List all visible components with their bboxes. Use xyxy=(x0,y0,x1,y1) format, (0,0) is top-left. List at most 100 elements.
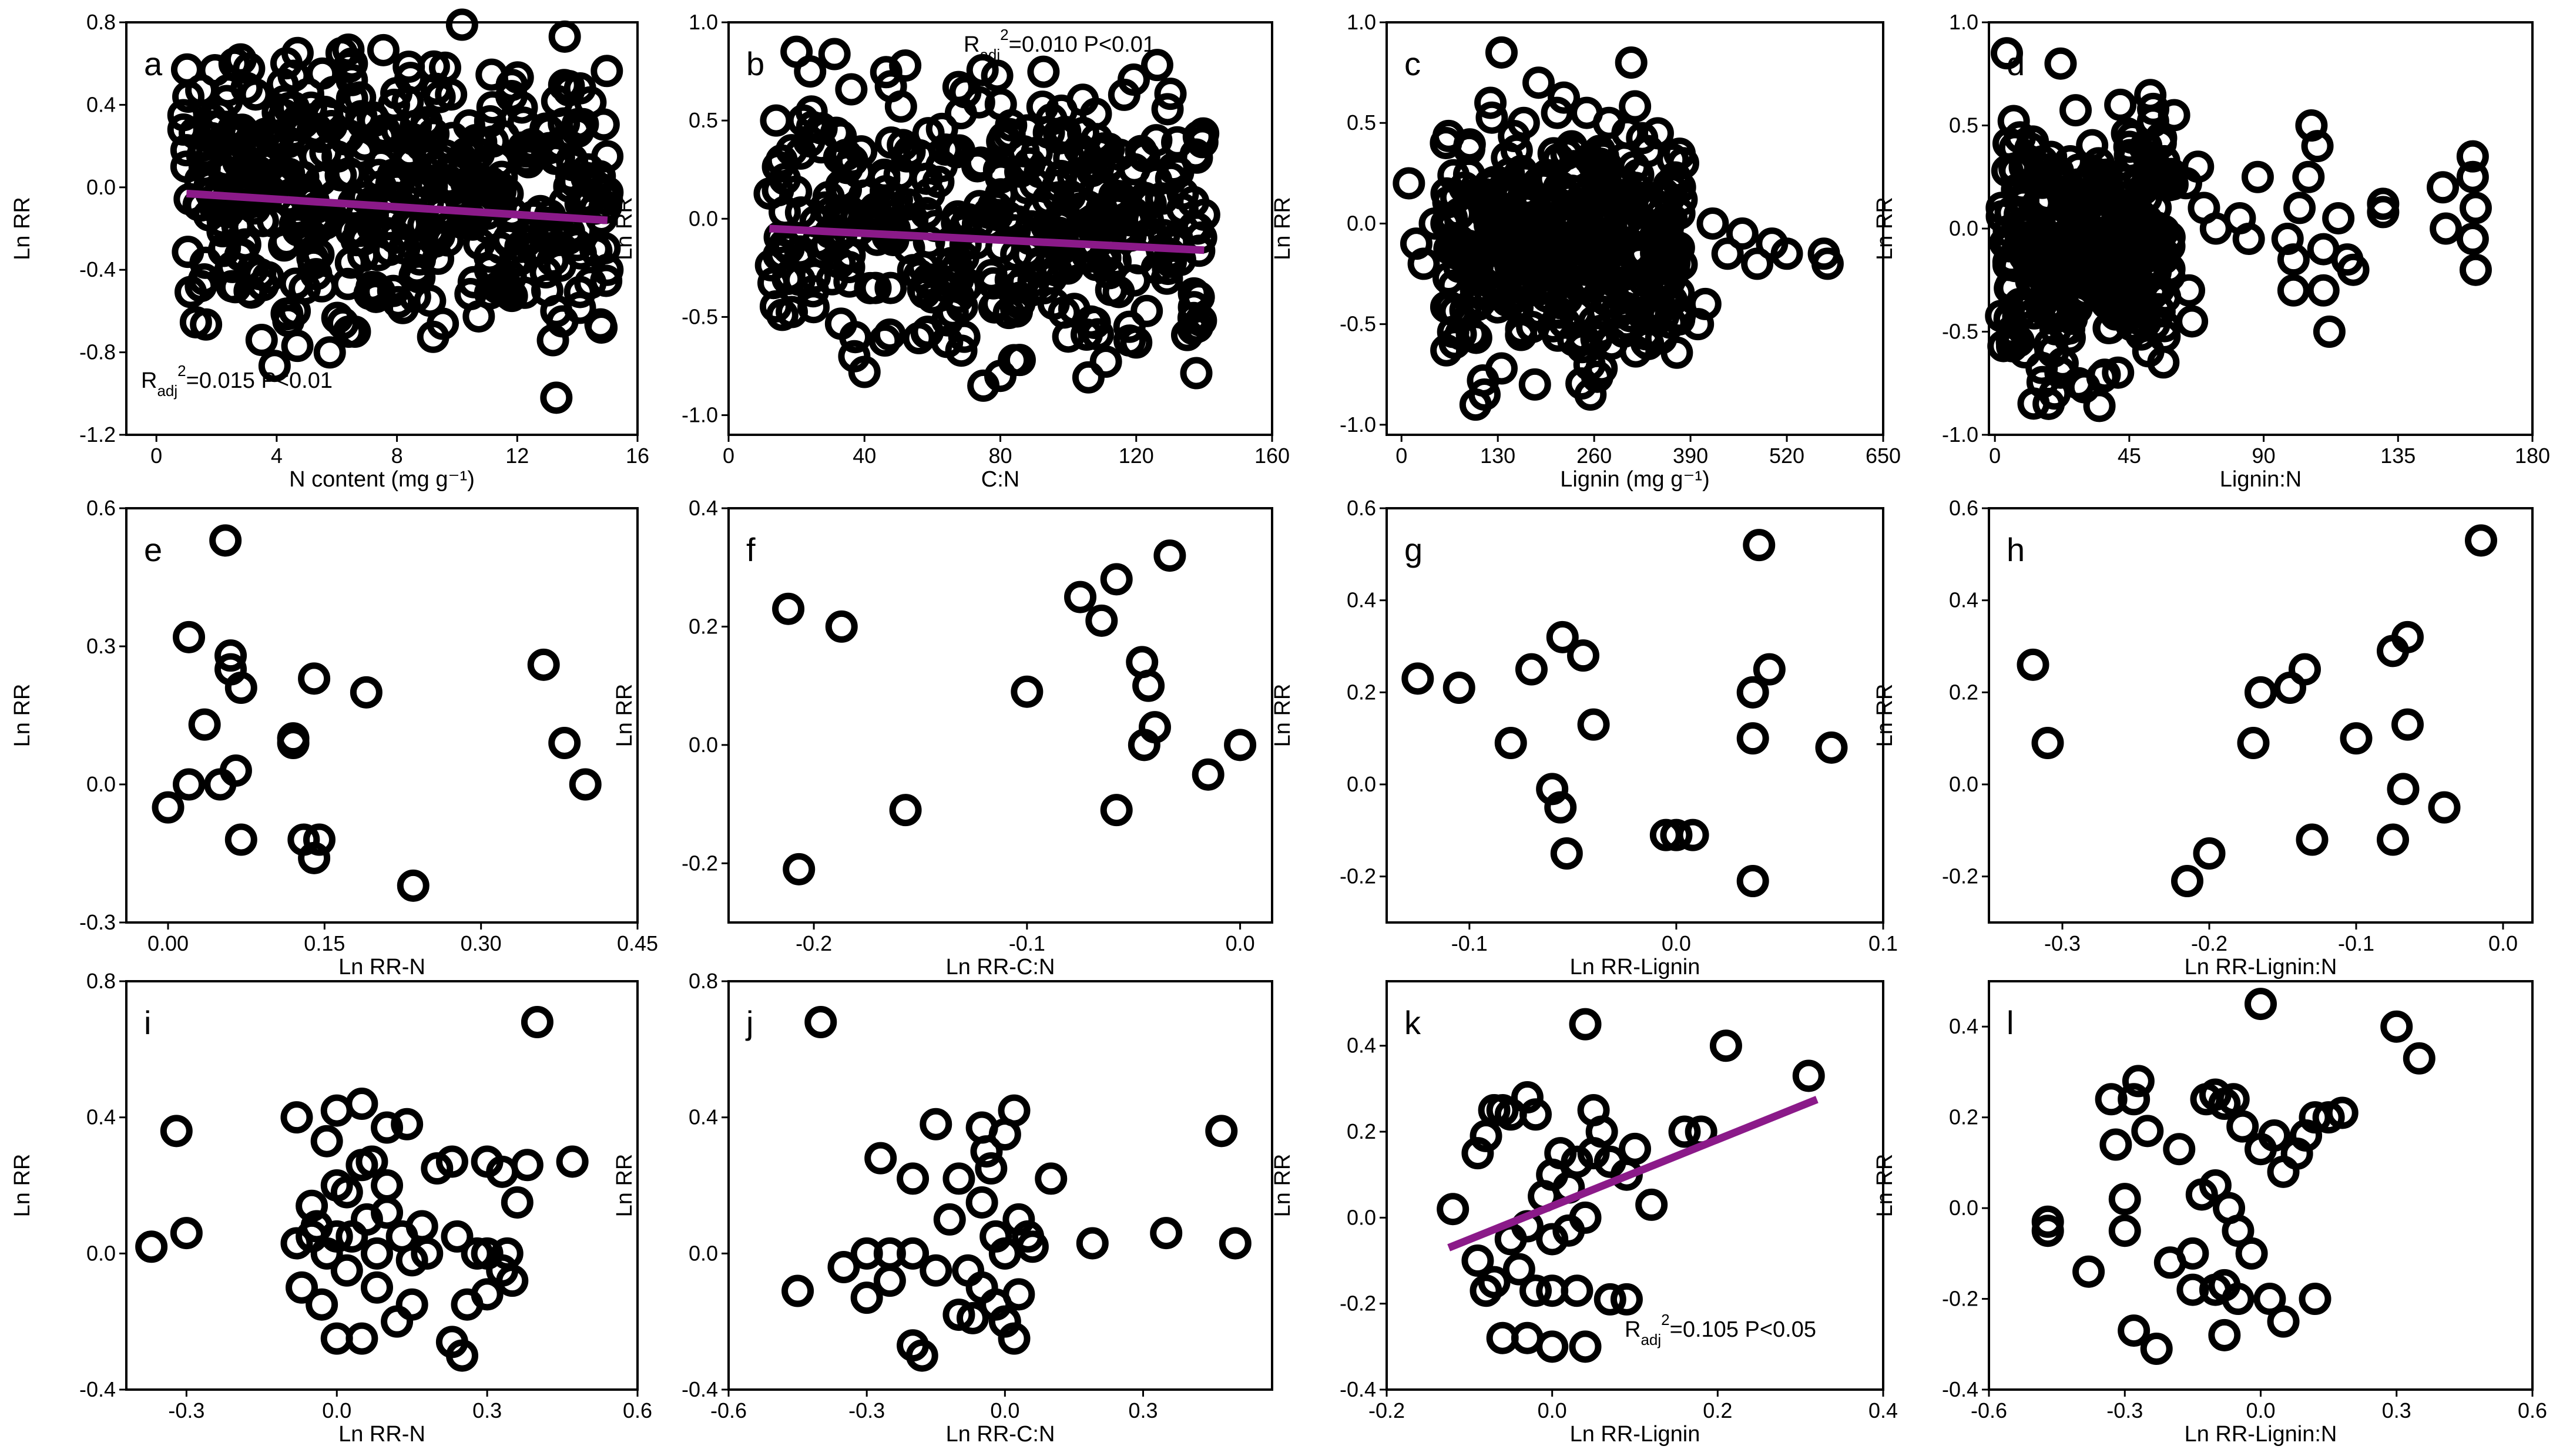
data-point xyxy=(179,306,212,338)
x-tick-label: 0.15 xyxy=(304,931,345,955)
y-tick-label: -1.0 xyxy=(682,403,718,427)
data-point xyxy=(2007,183,2040,216)
data-point xyxy=(1219,1227,1252,1260)
data-point xyxy=(2465,524,2497,557)
data-point xyxy=(2022,186,2055,219)
x-tick-label: -0.1 xyxy=(1451,931,1488,955)
y-tick-label: -0.2 xyxy=(1340,1291,1376,1316)
data-point xyxy=(1016,1230,1049,1263)
data-point xyxy=(854,271,887,304)
x-tick-label: 0.6 xyxy=(623,1398,652,1423)
data-point xyxy=(2199,1169,2232,1202)
data-point xyxy=(303,823,336,856)
y-tick-label: 0.3 xyxy=(86,634,116,658)
y-tick-label: -0.5 xyxy=(1942,320,1978,344)
data-point xyxy=(172,80,205,113)
data-point xyxy=(2427,171,2460,204)
data-point xyxy=(1548,81,1581,114)
data-point xyxy=(2158,99,2190,132)
y-tick-label: 0.6 xyxy=(1949,496,1978,520)
data-point xyxy=(1574,189,1606,222)
y-tick-label: -0.4 xyxy=(1340,1377,1376,1401)
data-point xyxy=(414,284,447,317)
data-point xyxy=(552,222,585,255)
data-point xyxy=(160,1115,193,1148)
data-point xyxy=(511,1149,544,1182)
data-point xyxy=(2102,356,2135,389)
data-point xyxy=(1666,147,1699,180)
y-tick-label: 0.4 xyxy=(1347,588,1376,612)
x-tick-label: 0 xyxy=(1395,444,1407,468)
y-tick-label: 0.2 xyxy=(689,614,718,638)
data-point xyxy=(585,311,618,344)
y-axis-label: Ln RR xyxy=(1873,197,1897,260)
data-point xyxy=(2337,253,2370,286)
data-point xyxy=(306,270,338,303)
data-point xyxy=(1072,361,1105,394)
panel-i: -0.3 0.0 0.3 0.6 -0.4 0.0 0.4 0.8 Ln RR-N Ln RR i xyxy=(10,969,652,1447)
data-point xyxy=(397,869,430,902)
data-point xyxy=(1468,378,1501,411)
data-point xyxy=(1811,247,1844,280)
data-point xyxy=(1743,529,1776,562)
data-point xyxy=(1499,209,1532,241)
data-point xyxy=(204,768,237,801)
data-point xyxy=(1474,86,1507,119)
data-point xyxy=(2005,170,2038,203)
data-point xyxy=(1118,153,1151,186)
plot-frame xyxy=(727,980,1273,1391)
data-point xyxy=(1052,320,1085,353)
data-point xyxy=(548,69,581,102)
data-point xyxy=(2208,1319,2241,1351)
data-point xyxy=(1085,604,1118,637)
data-point xyxy=(1637,187,1670,220)
panel-e: 0.00 0.15 0.30 0.45 -0.3 0.0 0.3 0.6 Ln RR-N Ln R… xyxy=(10,496,658,979)
y-axis-label: Ln RR xyxy=(10,684,35,747)
data-point xyxy=(1663,197,1696,230)
data-point xyxy=(1711,237,1744,270)
x-axis-label: Ln RR-Lignin:N xyxy=(2185,955,2337,979)
data-point xyxy=(975,1152,1008,1185)
data-point xyxy=(1132,669,1165,702)
data-point xyxy=(579,233,612,266)
data-point xyxy=(1736,676,1769,709)
data-point xyxy=(825,610,858,643)
y-tick-label: -0.5 xyxy=(682,304,718,328)
data-point xyxy=(2289,653,2321,686)
x-axis-label: Ln RR-C:N xyxy=(946,955,1055,979)
data-point xyxy=(2099,1128,2132,1161)
x-tick-label: 0.0 xyxy=(322,1398,351,1423)
r2-annotation: Radj2=0.015 P<0.01 xyxy=(141,362,333,400)
data-point xyxy=(2044,47,2077,80)
panel-letter: d xyxy=(2007,45,2025,82)
data-point xyxy=(224,672,257,704)
x-tick-label: 4 xyxy=(271,444,283,468)
data-point xyxy=(1519,1098,1552,1131)
data-point xyxy=(355,1145,388,1178)
data-point xyxy=(1027,55,1060,88)
data-point xyxy=(2017,648,2049,681)
y-tick-label: 0.0 xyxy=(1949,216,1978,240)
data-point xyxy=(1990,37,2023,70)
x-tick-label: -0.3 xyxy=(2106,1398,2143,1423)
y-tick-label: 0.4 xyxy=(689,496,718,520)
data-point xyxy=(330,1176,363,1209)
data-point xyxy=(336,47,368,80)
data-point xyxy=(2292,160,2325,193)
data-point xyxy=(838,340,871,373)
data-point xyxy=(1519,1274,1552,1307)
x-tick-label: -0.3 xyxy=(168,1398,204,1423)
data-point xyxy=(1192,758,1224,791)
data-point xyxy=(1130,294,1163,327)
regression-line xyxy=(769,224,1205,254)
data-point xyxy=(787,104,820,137)
data-point xyxy=(1081,318,1114,351)
data-point xyxy=(2082,147,2115,180)
data-point xyxy=(772,592,805,625)
data-point xyxy=(1140,49,1173,82)
data-point xyxy=(1011,675,1044,708)
data-point xyxy=(548,727,581,759)
data-point xyxy=(410,110,443,143)
x-tick-label: -0.2 xyxy=(2191,931,2227,955)
